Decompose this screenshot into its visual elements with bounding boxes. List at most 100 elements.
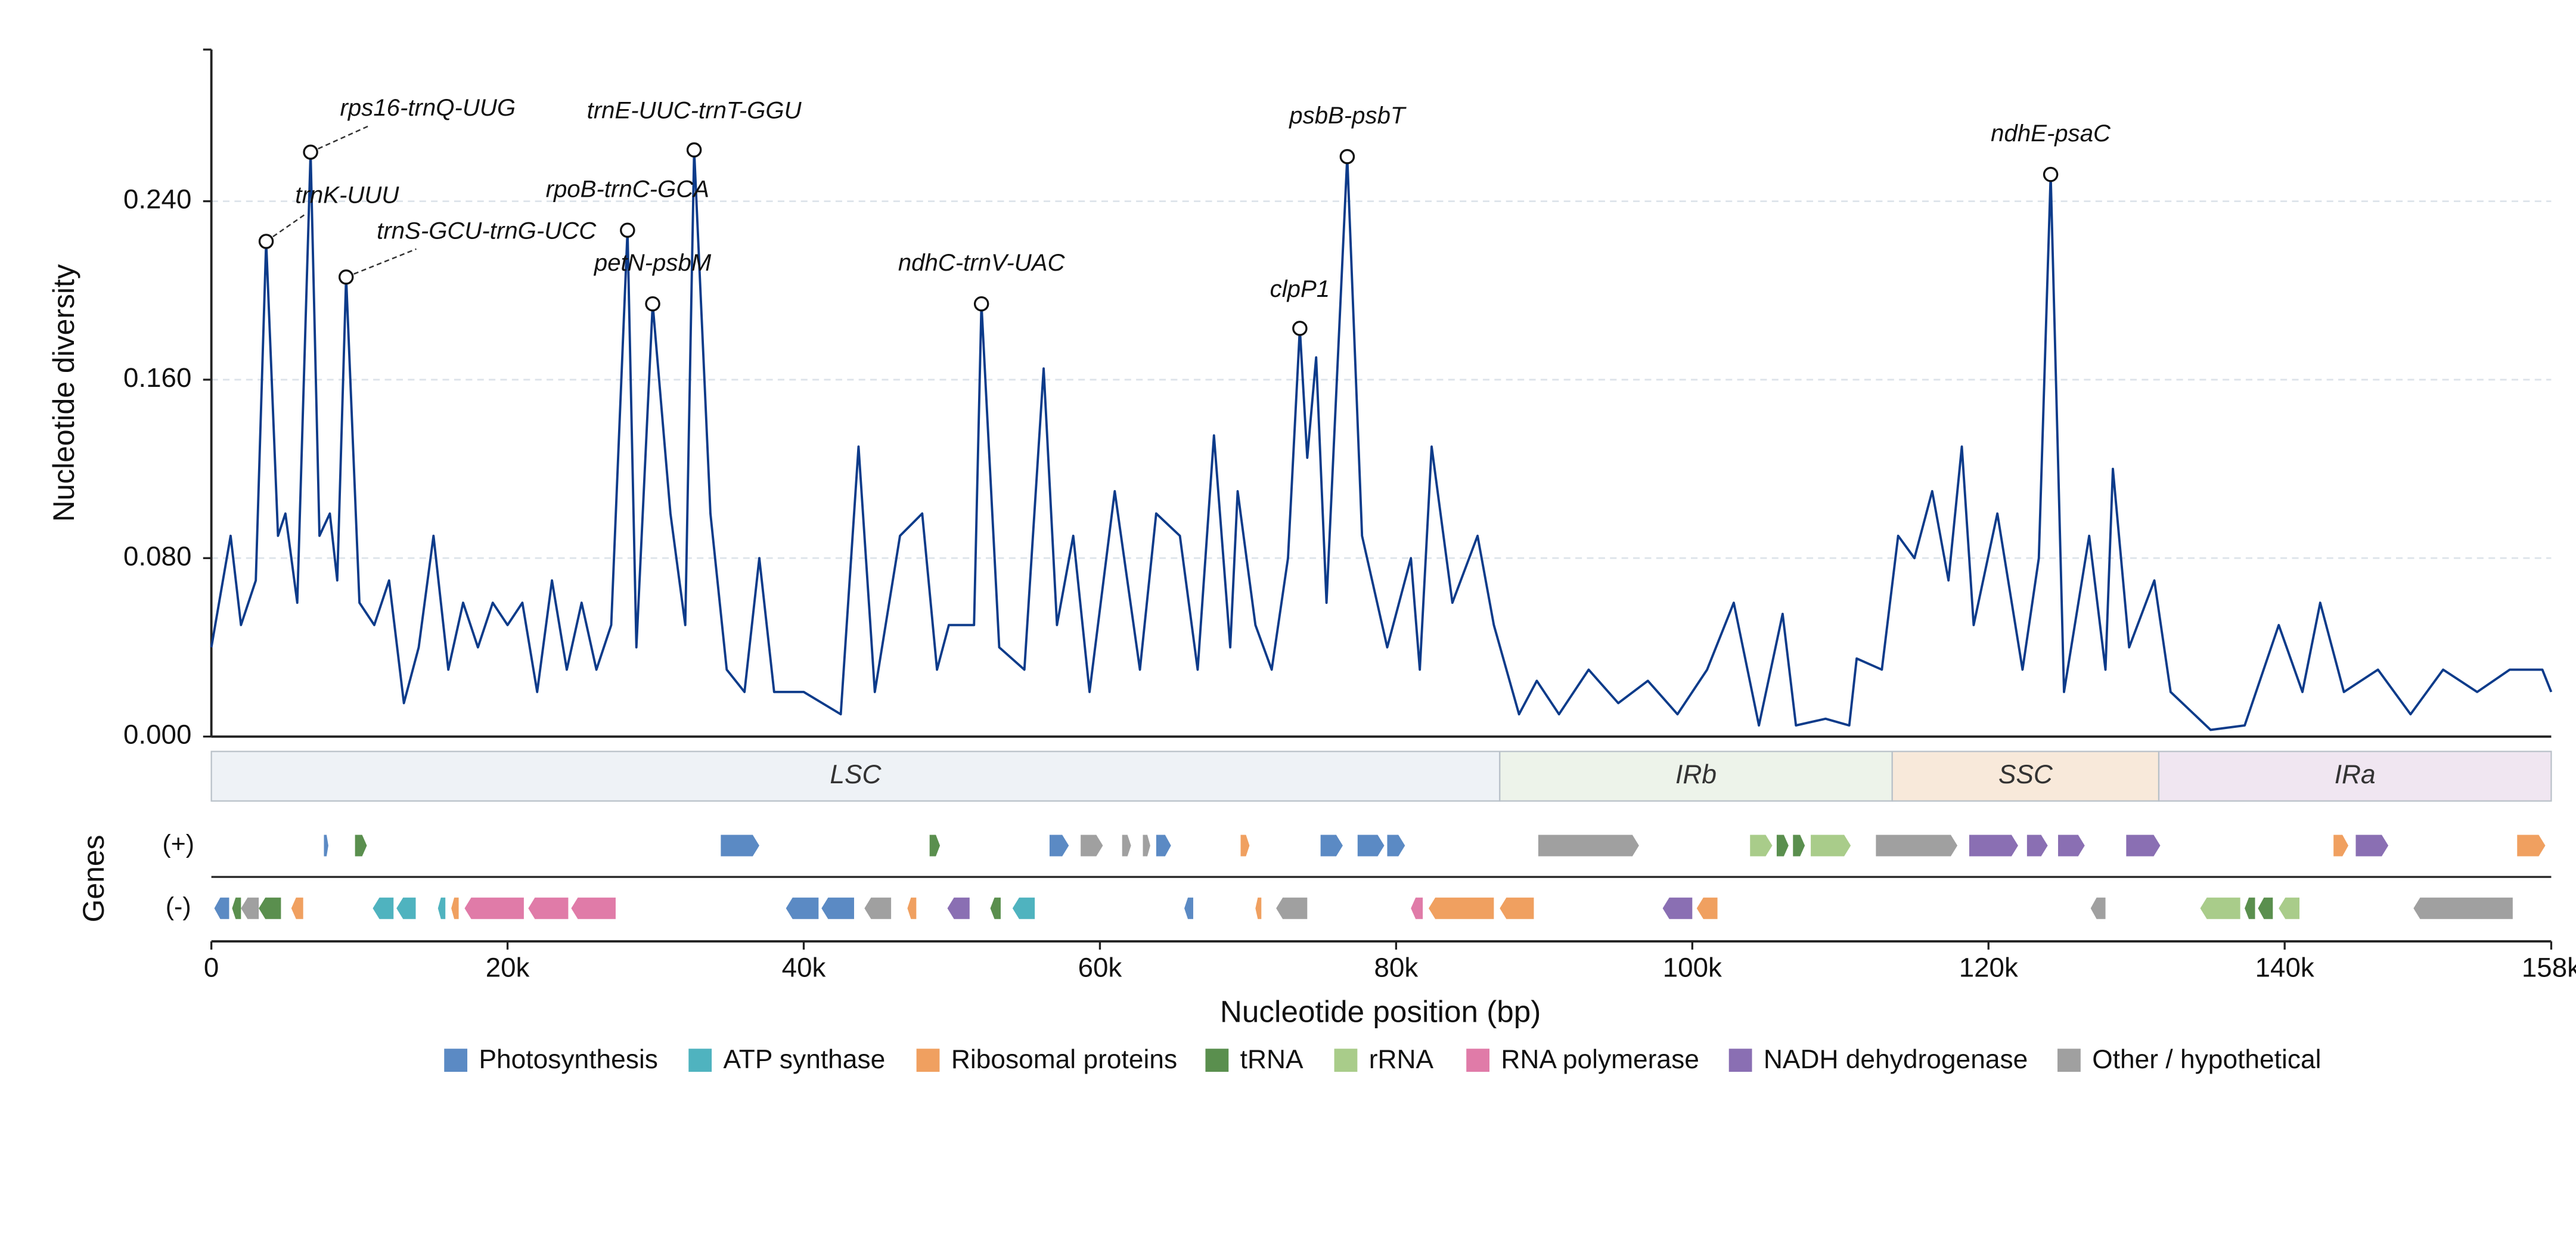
gene [232,897,241,919]
peak-label: trnE-UUC-trnT-GGU [587,97,802,123]
gene [1143,835,1150,857]
gene [990,897,1001,919]
gene [1662,897,1693,919]
legend-swatch [444,1049,468,1072]
gene [1012,897,1035,919]
gene [2355,835,2389,857]
gene [1876,835,1958,857]
legend-swatch [688,1049,712,1072]
x-tick-label: 158k [2522,952,2576,982]
gene [864,897,892,919]
y-tick-label: 0.240 [123,184,191,215]
legend-label: NADH dehydrogenase [1764,1045,2028,1074]
gene [2413,897,2513,919]
gene [396,897,416,919]
region-block [2158,750,2552,802]
gene [947,897,970,919]
legend-swatch [1205,1049,1229,1072]
peak-label: clpP1 [1270,275,1330,302]
gene [1320,835,1343,857]
peak-marker [2043,166,2059,182]
gene [2245,897,2255,919]
gene [2200,897,2240,919]
gene [2333,835,2349,857]
gene [528,897,569,919]
gene [2126,835,2161,857]
legend-label: Ribosomal proteins [951,1045,1177,1074]
region-block [210,750,1501,802]
gene [324,835,328,857]
gene [437,897,446,919]
peak-marker [303,144,318,160]
x-tick-label: 120k [1959,952,2018,982]
gene [1387,835,1405,857]
gene [464,897,524,919]
x-tick-label: 140k [2255,952,2314,982]
gene [1969,835,2018,857]
peak-label: rpoB-trnC-GCA [546,175,709,202]
gene [451,897,459,919]
gene [2279,897,2300,919]
peak-label: rps16-trnQ-UUG [340,94,516,121]
legend-label: Other / hypothetical [2092,1045,2321,1074]
strand-label: (-) [166,892,191,921]
x-axis-label: Nucleotide position (bp) [1220,995,1541,1029]
gene [1184,897,1193,919]
peak-label: ndhC-trnV-UAC [898,249,1066,276]
gene [1811,835,1851,857]
gene [1122,835,1131,857]
peak-marker [620,222,635,238]
legend-label: Photosynthesis [479,1045,658,1074]
gene [929,835,941,857]
legend-label: tRNA [1240,1045,1303,1074]
gene [1276,897,1308,919]
gene [2517,835,2546,857]
gene [571,897,616,919]
gene [1081,835,1103,857]
gene [1240,835,1250,857]
gene [907,897,917,919]
strand-label: (+) [162,830,194,858]
peak-marker [338,269,354,285]
gene [291,897,303,919]
region-block [1891,750,2160,802]
gene [1776,835,1789,857]
x-tick-label: 60k [1078,952,1122,982]
gene [241,897,259,919]
gene [821,897,854,919]
peak-marker [1292,321,1308,336]
y-tick-label: 0.160 [123,362,191,393]
legend-swatch [1466,1049,1490,1072]
x-tick-label: 100k [1663,952,1722,982]
gene [2258,897,2273,919]
region-label: IRa [2335,760,2376,789]
y-tick-label: 0.000 [123,719,191,750]
gene [2058,835,2085,857]
peak-label: psbB-psbT [1289,102,1407,129]
gene [1411,897,1423,919]
y-axis-label: Nucleotide diversity [47,264,80,522]
x-tick-label: 80k [1374,952,1419,982]
x-tick-label: 20k [486,952,530,982]
legend-swatch [1728,1049,1752,1072]
gene [1255,897,1262,919]
legend-label: rRNA [1369,1045,1434,1074]
annotation-leader [346,248,417,278]
annotation-leader [310,125,370,153]
peak-label: trnS-GCU-trnG-UCC [377,218,597,244]
gene [214,897,229,919]
gene [355,835,367,857]
diversity-line [210,148,2553,731]
gene [259,897,281,919]
gene [1357,835,1385,857]
gene [1049,835,1069,857]
legend-swatch [1334,1049,1358,1072]
gene [2026,835,2048,857]
region-label: IRb [1675,760,1717,789]
gene-track-label: Genes [77,835,110,922]
gene [1538,835,1639,857]
gene [721,835,759,857]
x-tick-label: 40k [782,952,826,982]
